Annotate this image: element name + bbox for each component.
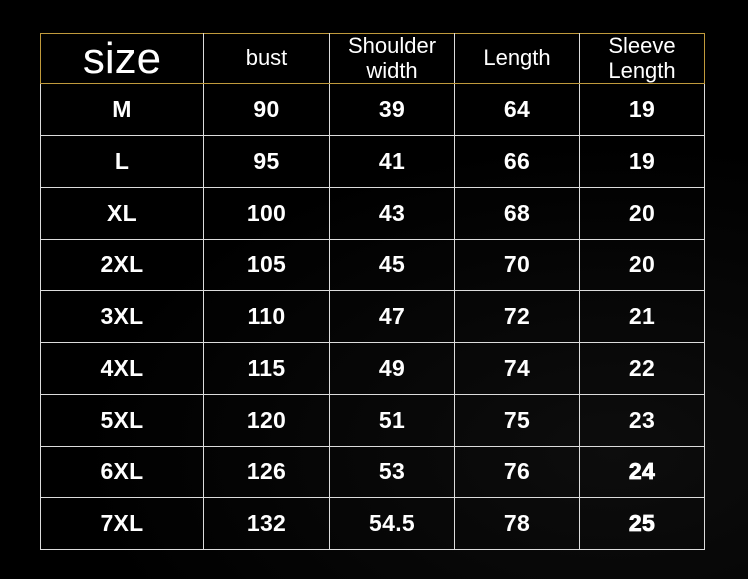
cell-length: 66 [454,135,580,188]
cell-sleeve-length: 25 [579,497,705,550]
table-row: L 95 41 66 19 [40,135,705,188]
cell-sleeve-length: 21 [579,290,705,343]
cell-size: 4XL [40,342,204,395]
cell-length: 68 [454,186,580,240]
cell-size: 6XL [40,445,204,499]
header-row: size bust Shoulder width Length Sleeve L… [40,32,705,85]
cell-shoulder-width: 43 [329,186,455,240]
table-row: XL 100 43 68 20 [40,186,705,240]
cell-shoulder-width: 53 [329,445,455,499]
size-chart-table: size bust Shoulder width Length Sleeve L… [40,32,705,550]
cell-size: 5XL [40,393,204,447]
cell-shoulder-width: 51 [329,393,455,447]
cell-bust: 126 [203,445,330,499]
col-header-size: size [40,32,204,85]
table-row: 7XL 132 54.5 78 25 [40,497,705,550]
cell-bust: 95 [203,135,330,188]
cell-sleeve-length: 23 [579,393,705,447]
cell-shoulder-width: 39 [329,83,455,136]
table-row: 5XL 120 51 75 23 [40,393,705,447]
cell-size: M [40,83,204,136]
cell-length: 64 [454,83,580,136]
cell-bust: 105 [203,238,330,292]
cell-bust: 100 [203,186,330,240]
size-chart-body: M 90 39 64 19 L 95 41 66 19 XL 100 43 68… [40,83,705,550]
cell-shoulder-width: 47 [329,290,455,343]
cell-shoulder-width: 49 [329,342,455,395]
cell-length: 74 [454,342,580,395]
cell-size: 2XL [40,238,204,292]
table-row: 6XL 126 53 76 24 [40,445,705,499]
size-chart-header: size bust Shoulder width Length Sleeve L… [40,32,705,85]
cell-sleeve-length: 24 [579,445,705,499]
cell-bust: 90 [203,83,330,136]
col-header-bust: bust [203,32,330,85]
cell-sleeve-length: 20 [579,238,705,292]
col-header-sleeve-length: Sleeve Length [579,32,705,85]
table-row: 2XL 105 45 70 20 [40,238,705,292]
cell-length: 75 [454,393,580,447]
table-row: 3XL 110 47 72 21 [40,290,705,343]
cell-bust: 110 [203,290,330,343]
cell-size: 7XL [40,497,204,550]
col-header-length: Length [454,32,580,85]
cell-length: 76 [454,445,580,499]
cell-sleeve-length: 19 [579,135,705,188]
cell-shoulder-width: 54.5 [329,497,455,550]
cell-bust: 115 [203,342,330,395]
cell-size: XL [40,186,204,240]
cell-shoulder-width: 41 [329,135,455,188]
cell-length: 78 [454,497,580,550]
cell-size: L [40,135,204,188]
cell-bust: 132 [203,497,330,550]
col-header-shoulder-width: Shoulder width [329,32,455,85]
table-row: 4XL 115 49 74 22 [40,342,705,395]
cell-length: 72 [454,290,580,343]
cell-length: 70 [454,238,580,292]
cell-shoulder-width: 45 [329,238,455,292]
cell-bust: 120 [203,393,330,447]
cell-sleeve-length: 19 [579,83,705,136]
cell-sleeve-length: 20 [579,186,705,240]
cell-size: 3XL [40,290,204,343]
cell-sleeve-length: 22 [579,342,705,395]
table-row: M 90 39 64 19 [40,83,705,136]
